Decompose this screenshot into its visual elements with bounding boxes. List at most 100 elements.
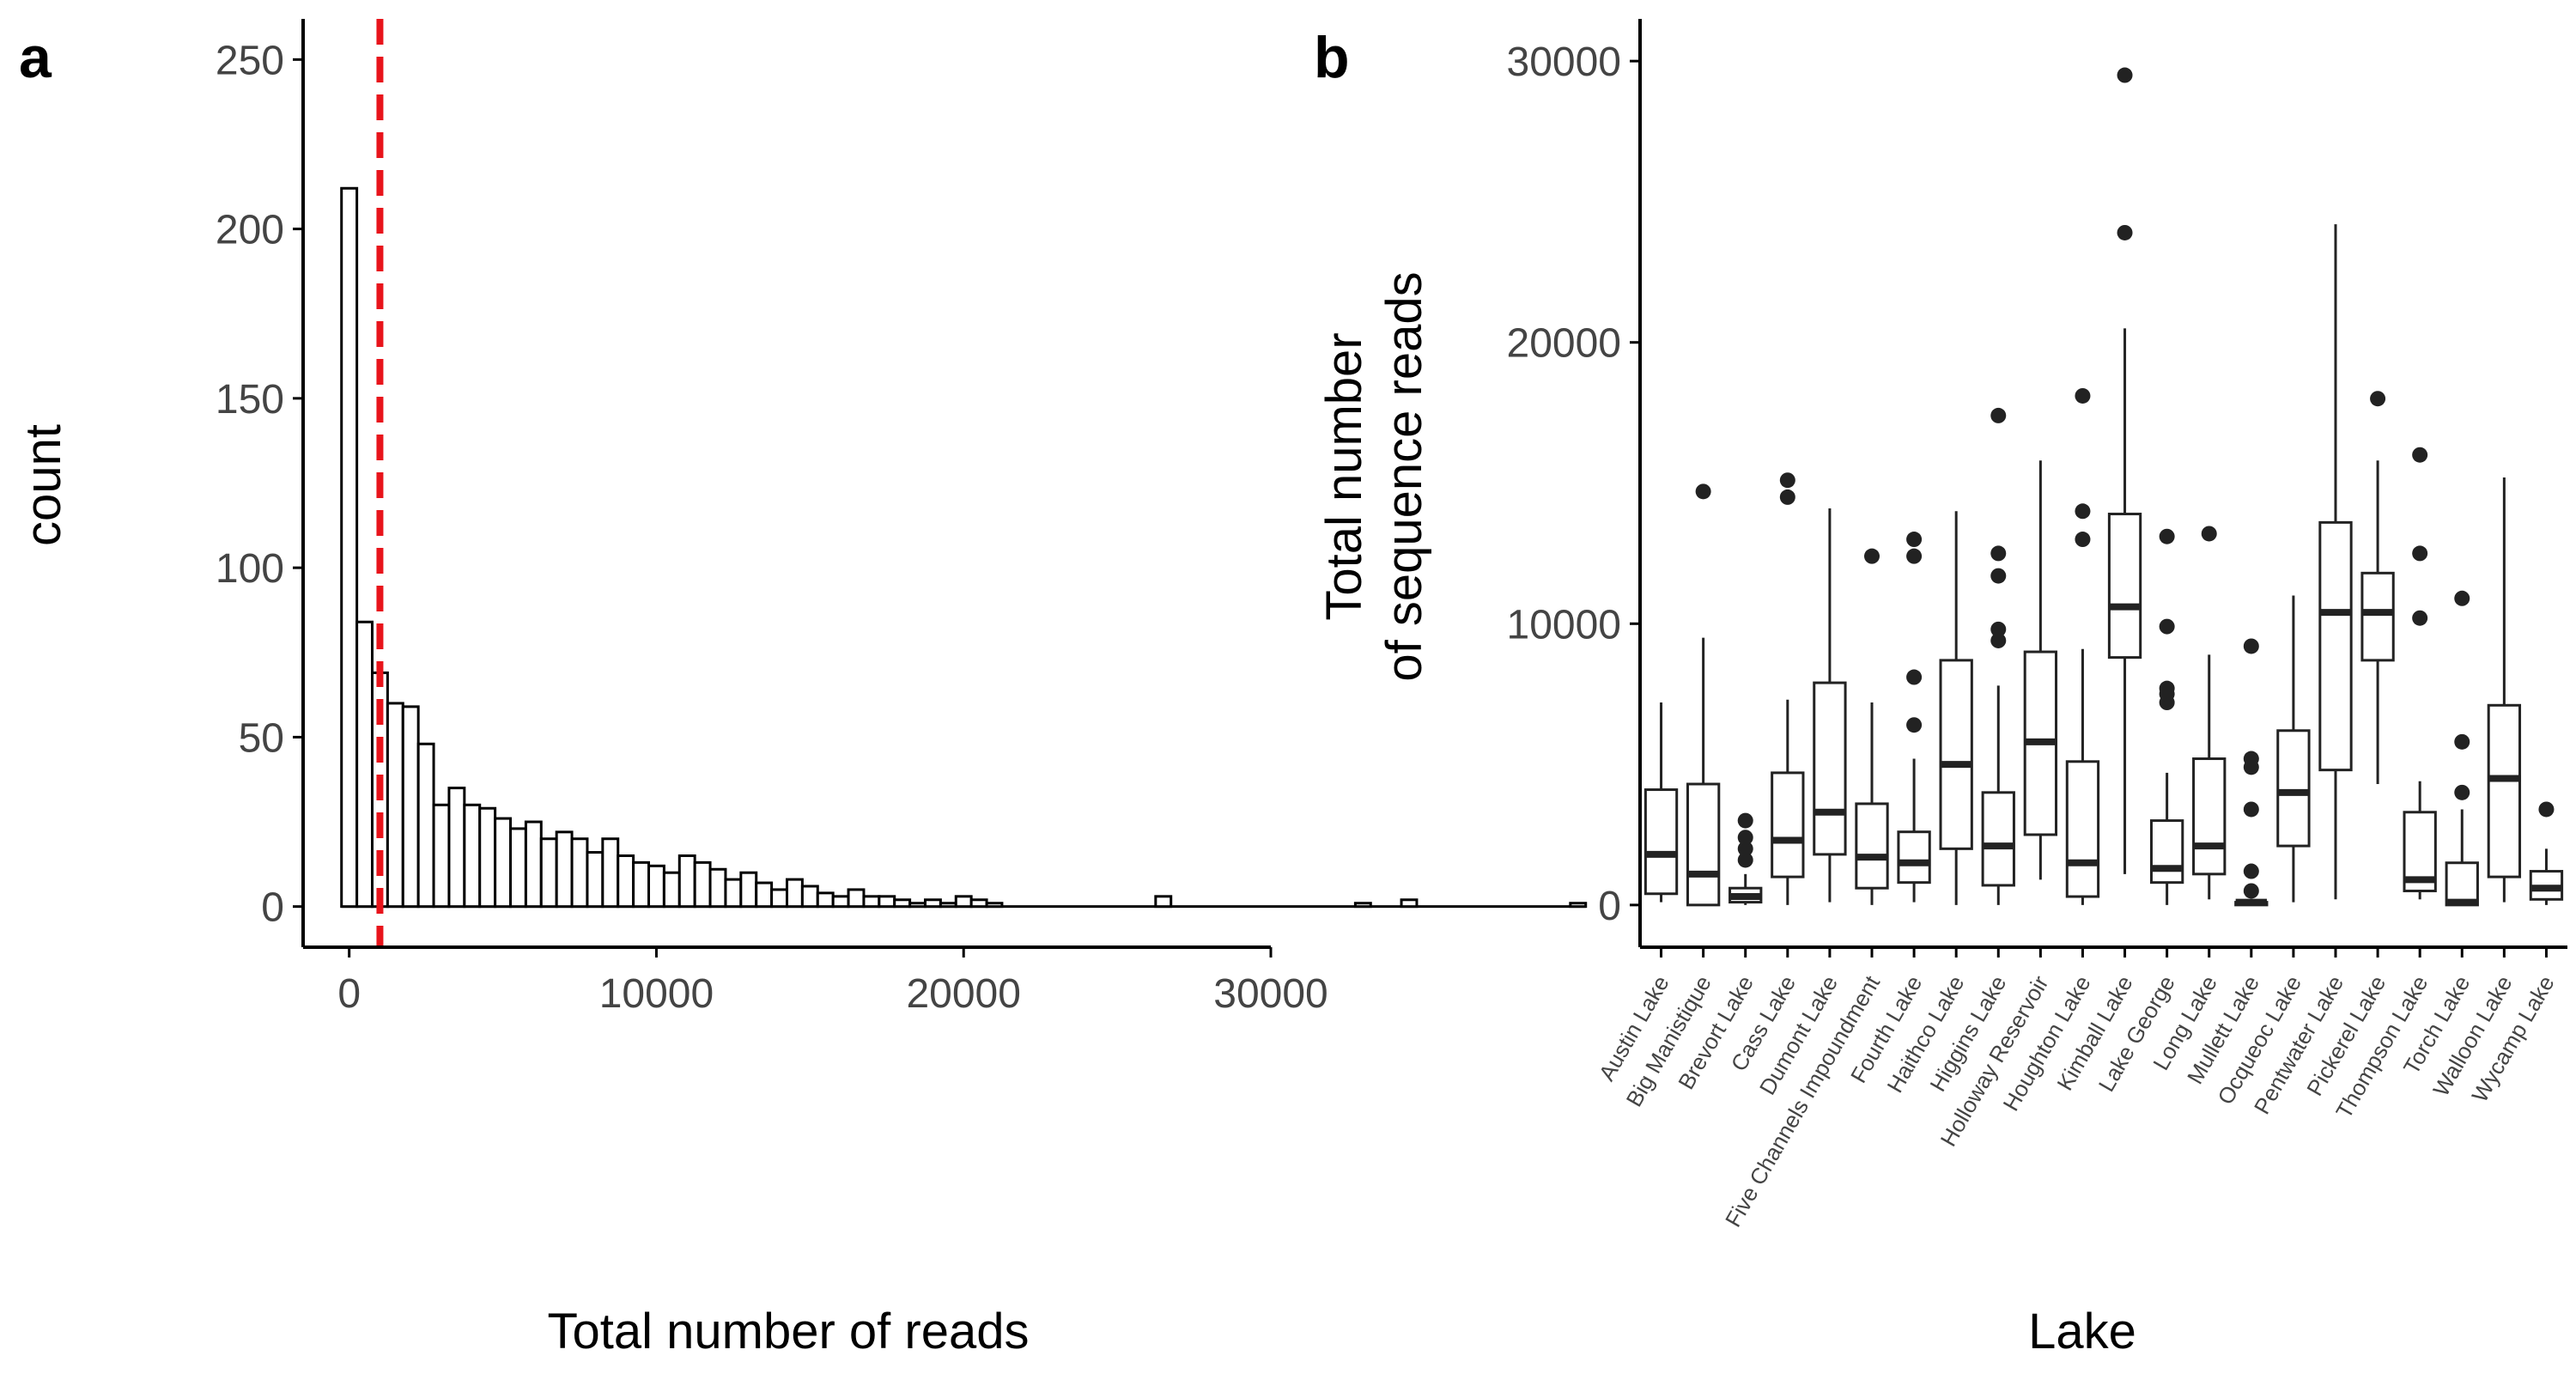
histogram-bar [386, 702, 404, 909]
outlier-point [1737, 852, 1753, 868]
histogram-bar [786, 878, 804, 909]
y-axis-title: count [15, 424, 71, 546]
box [1813, 681, 1847, 856]
histogram-bar [647, 864, 665, 909]
x-tick-label: 10000 [599, 971, 714, 1017]
histogram-bar [939, 902, 957, 909]
boxplot [1686, 483, 1721, 907]
outlier-point [2243, 638, 2259, 654]
outlier-point [2538, 801, 2555, 818]
outlier-point [1990, 632, 2007, 648]
histogram-bar [708, 867, 727, 909]
box [1897, 830, 1931, 885]
boxplot [1771, 472, 1805, 905]
histogram-bar [617, 854, 635, 909]
y-tick-label: 50 [239, 715, 284, 761]
boxplot [2065, 387, 2100, 905]
outlier-point [1906, 669, 1923, 685]
outlier-point [2243, 751, 2259, 767]
histogram-bar [969, 898, 988, 909]
box [1643, 788, 1679, 896]
outlier-point [1990, 568, 2007, 584]
histogram-bar [1154, 895, 1173, 909]
histogram-bar [924, 898, 942, 909]
histogram-bar [985, 902, 1004, 909]
box [2107, 513, 2142, 660]
y-tick-label: 200 [216, 208, 284, 253]
outlier-point [1864, 548, 1880, 564]
outlier-point [2454, 733, 2470, 750]
histogram-bar [770, 888, 788, 909]
box [1771, 771, 1805, 879]
histogram-bar [355, 620, 374, 909]
boxplot [2234, 638, 2269, 907]
histogram-bar [416, 742, 435, 909]
outlier-point [2075, 503, 2091, 520]
histogram-bar [432, 803, 451, 909]
box [2276, 729, 2311, 848]
y-tick-label: 10000 [1507, 602, 1621, 647]
outlier-point [1737, 812, 1753, 829]
outlier-point [1990, 545, 2007, 562]
y-tick-label: 0 [1598, 884, 1621, 929]
boxplot [2487, 477, 2522, 903]
histogram-bar [478, 806, 497, 909]
x-tick-label: 0 [337, 971, 361, 1017]
outlier-point [2412, 447, 2428, 463]
outlier-point [1990, 621, 2007, 637]
y-tick-label: 250 [216, 38, 284, 83]
boxplot [2149, 528, 2184, 905]
panel-a: a 0 10000 20000 30000 0 50 100 150 200 250 Total… [15, 19, 1588, 1359]
x-axis-title: Lake [2028, 1304, 2136, 1359]
histogram-bar [447, 787, 466, 909]
boxplot [1981, 407, 2015, 905]
outlier-point [2117, 224, 2133, 240]
histogram-bar [816, 891, 835, 909]
histogram-bar [1569, 902, 1588, 909]
outlier-point [2243, 863, 2259, 879]
histogram-bar [908, 902, 927, 909]
boxplot [1813, 508, 1847, 903]
y-tick-label: 30000 [1507, 40, 1621, 85]
histogram-bar [570, 837, 589, 909]
histogram-bar [1353, 902, 1372, 909]
histogram-bar [494, 817, 512, 909]
histogram-bar [524, 820, 543, 909]
histogram-bar [555, 830, 574, 909]
histogram-bar [662, 871, 681, 909]
outlier-point [2075, 387, 2091, 404]
outlier-point [1779, 489, 1795, 505]
histogram-bar [893, 898, 912, 909]
boxplot [2403, 447, 2437, 900]
boxplot [2529, 801, 2564, 905]
panel-a-letter: a [19, 25, 52, 90]
histogram-bar [693, 860, 712, 909]
x-tick-label: 20000 [906, 971, 1020, 1017]
histogram-bar [862, 895, 881, 909]
outlier-point [1779, 472, 1795, 489]
box [2445, 861, 2479, 907]
boxplot [2023, 460, 2058, 880]
histogram-bars [340, 186, 1588, 909]
histogram-bar [800, 885, 819, 909]
outlier-point [2412, 610, 2428, 626]
histogram-bar [724, 878, 743, 909]
y-ticks: 0 10000 20000 30000 [1507, 40, 1640, 929]
outlier-point [2243, 883, 2259, 899]
outlier-point [2370, 391, 2386, 407]
histogram-bar [586, 851, 605, 909]
box [2318, 520, 2353, 772]
histogram-bar [463, 803, 482, 909]
outlier-point [2201, 526, 2217, 542]
histogram-bar [739, 871, 758, 909]
y-tick-label: 100 [216, 546, 284, 592]
y-tick-label: 20000 [1507, 321, 1621, 367]
outlier-point [1906, 532, 1923, 548]
x-axis-title: Total number of reads [548, 1304, 1030, 1359]
outlier-point [2412, 545, 2428, 562]
x-ticks: 0 10000 20000 30000 [337, 947, 1328, 1017]
histogram-bar [340, 186, 359, 909]
